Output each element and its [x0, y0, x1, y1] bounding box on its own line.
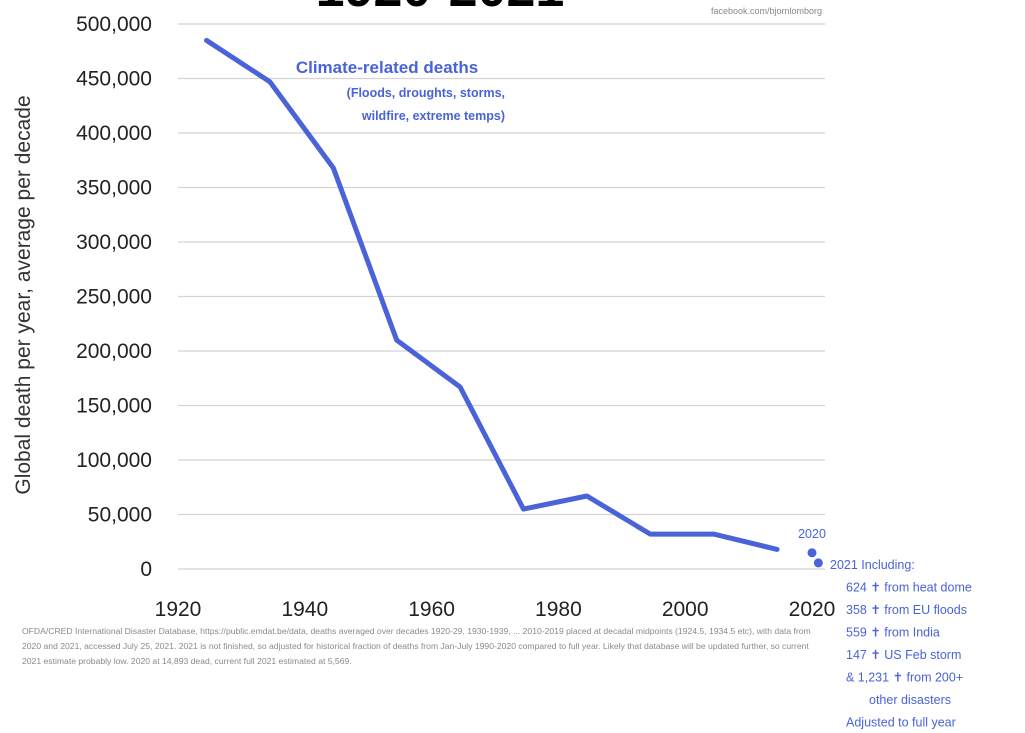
series-group [204, 37, 823, 568]
annotation-2021-line: Adjusted to full year [846, 716, 956, 730]
y-tick-label: 250,000 [76, 286, 152, 309]
y-axis: 0 50,000 100,000 150,000 200,000 250,000 300,0… [76, 13, 152, 581]
series-subtitle-line-1: (Floods, droughts, storms, [347, 86, 505, 100]
annotation-2021-line: 624 ✝ from heat dome [846, 581, 972, 595]
annotation-2021-line: 358 ✝ from EU floods [846, 603, 967, 617]
credit-text: facebook.com/bjornlomborg [711, 6, 822, 16]
y-tick-label: 400,000 [76, 122, 152, 145]
annotation-2021-line: 559 ✝ from India [846, 626, 940, 640]
y-axis-label: Global death per year, average per decad… [12, 95, 35, 494]
y-tick-label: 300,000 [76, 231, 152, 254]
grid [178, 23, 825, 570]
y-tick-label: 200,000 [76, 340, 152, 363]
annotation-2021: 2021 Including: 624 ✝ from heat dome 358 ✝… [830, 558, 972, 730]
y-tick-label: 50,000 [88, 504, 152, 527]
y-tick-label: 350,000 [76, 177, 152, 200]
y-tick-label: 450,000 [76, 68, 152, 91]
y-tick-label: 100,000 [76, 449, 152, 472]
x-tick-label: 2000 [662, 598, 709, 621]
x-tick-label: 2020 [789, 598, 836, 621]
x-tick-label: 1980 [535, 598, 582, 621]
annotation-2021-line: 147 ✝ US Feb storm [846, 648, 961, 662]
series-subtitle-line-2: wildfire, extreme temps) [361, 109, 505, 123]
y-tick-label: 500,000 [76, 13, 152, 36]
source-note: OFDA/CRED International Disaster Databas… [22, 626, 811, 666]
x-axis: 1920 1940 1960 1980 2000 2020 [155, 598, 836, 621]
chart-title: 1920-2021 [316, 0, 565, 18]
x-tick-label: 1920 [155, 598, 202, 621]
x-tick-label: 1960 [408, 598, 455, 621]
x-tick-label: 1940 [281, 598, 328, 621]
annotation-2021-line: & 1,231 ✝ from 200+ [846, 671, 963, 685]
point-2020 [807, 548, 817, 558]
annotation-2021-line: other disasters [869, 693, 951, 707]
y-tick-label: 150,000 [76, 395, 152, 418]
y-tick-label: 0 [140, 558, 152, 581]
annotation-2021-line: 2021 Including: [830, 558, 915, 572]
label-2020: 2020 [798, 527, 826, 541]
series-line [204, 37, 780, 552]
point-2021 [813, 558, 823, 568]
series-label: Climate-related deaths [296, 58, 478, 77]
